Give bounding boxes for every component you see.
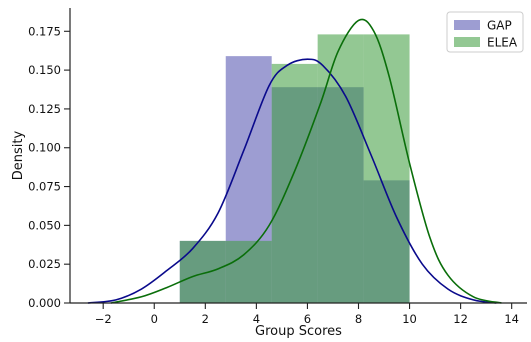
x-tick-label: 6 [304, 312, 311, 326]
x-axis-title: Group Scores [255, 324, 342, 338]
legend-label-elea: ELEA [487, 36, 518, 50]
y-tick-label: 0.050 [28, 218, 61, 232]
bar-elea-2 [271, 63, 318, 303]
legend-swatch-elea [454, 37, 480, 47]
histogram-bars [179, 34, 410, 304]
y-tick-label: 0.000 [28, 296, 61, 310]
y-tick-label: 0.100 [28, 141, 61, 155]
legend: GAP ELEA [446, 11, 524, 53]
y-tick-label: 0.025 [28, 257, 61, 271]
kde-line-elea [110, 18, 502, 304]
x-tick-label: 2 [202, 312, 209, 326]
y-axis-title: Density [11, 130, 26, 180]
y-tick-label: 0.125 [28, 102, 61, 116]
kde-curves [87, 18, 502, 304]
x-tick-label: 10 [402, 312, 417, 326]
x-tick-label: 14 [504, 312, 519, 326]
legend-label-gap: GAP [487, 19, 512, 33]
bar-elea-0 [179, 240, 226, 303]
bar-elea-3 [317, 34, 364, 303]
y-tick-label: 0.075 [28, 180, 61, 194]
x-tick-label: 12 [453, 312, 468, 326]
x-tick-label: 8 [355, 312, 362, 326]
x-tick-label: −2 [95, 312, 112, 326]
x-tick-label: 0 [151, 312, 158, 326]
kde-line-gap [87, 58, 497, 304]
axes [69, 8, 527, 304]
x-tick-label: 4 [253, 312, 260, 326]
y-tick-label: 0.150 [28, 63, 61, 77]
y-tick-label: 0.175 [28, 24, 61, 38]
legend-swatch-gap [454, 20, 480, 30]
bar-elea-4 [363, 34, 410, 303]
tick-marks: −2 0 2 4 6 8 10 12 14 0.000 0.025 0.050 0.075 0.100 0.… [28, 24, 519, 326]
